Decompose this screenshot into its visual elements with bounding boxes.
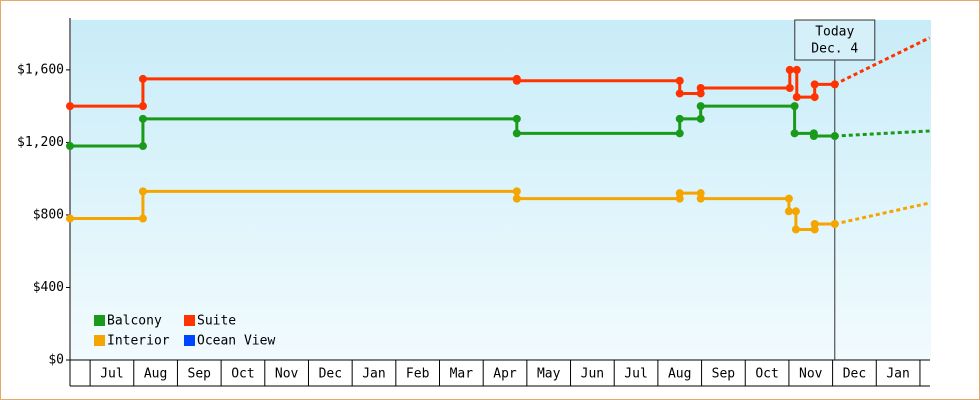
projection-line bbox=[834, 36, 931, 86]
point bbox=[138, 74, 147, 83]
point bbox=[792, 93, 801, 102]
point bbox=[138, 187, 147, 196]
legend-swatch bbox=[184, 335, 195, 346]
x-tick-label: Dec bbox=[843, 367, 866, 382]
x-tick-label: Jan bbox=[886, 367, 909, 382]
point bbox=[791, 225, 800, 234]
point bbox=[675, 76, 684, 85]
legend-swatch bbox=[94, 335, 105, 346]
point bbox=[696, 84, 705, 92]
today-label: Today bbox=[815, 25, 854, 40]
x-tick-label: Jul bbox=[100, 367, 123, 382]
point bbox=[66, 214, 74, 223]
point bbox=[790, 129, 799, 138]
point bbox=[138, 102, 147, 111]
x-tick-label: Oct bbox=[231, 367, 254, 382]
point bbox=[784, 194, 793, 203]
x-tick-label: Feb bbox=[406, 367, 430, 382]
point bbox=[810, 80, 819, 89]
today-box bbox=[794, 19, 876, 61]
point bbox=[696, 114, 705, 123]
legend-swatch bbox=[94, 315, 105, 326]
point bbox=[785, 65, 794, 74]
x-tick-label: Sep bbox=[188, 367, 212, 382]
point bbox=[512, 114, 521, 123]
x-tick-label: Dec bbox=[319, 367, 342, 382]
point bbox=[784, 207, 793, 216]
x-tick-label: Apr bbox=[493, 367, 517, 382]
point bbox=[810, 93, 819, 102]
point bbox=[512, 76, 521, 85]
point bbox=[809, 132, 818, 141]
legend-label: Interior bbox=[107, 334, 170, 349]
point bbox=[675, 89, 684, 98]
legend-label: Balcony bbox=[107, 314, 162, 329]
point bbox=[830, 220, 839, 228]
legend-label: Suite bbox=[197, 314, 236, 329]
point bbox=[512, 187, 521, 196]
projection-line bbox=[834, 129, 930, 138]
legend-label: Ocean View bbox=[197, 334, 275, 349]
point bbox=[138, 114, 147, 123]
point bbox=[675, 129, 684, 138]
x-tick-label: Aug bbox=[668, 367, 691, 382]
x-tick-label: Jun bbox=[581, 367, 604, 382]
point bbox=[675, 114, 684, 123]
point bbox=[696, 194, 705, 203]
point bbox=[785, 84, 794, 92]
y-tick-label: $400 bbox=[33, 280, 64, 295]
x-tick-label: May bbox=[537, 367, 561, 382]
y-tick-label: $0 bbox=[48, 353, 64, 368]
y-tick-label: $1,200 bbox=[17, 135, 64, 150]
y-tick-label: $1,600 bbox=[17, 62, 64, 77]
legend-swatch bbox=[184, 315, 195, 326]
point bbox=[830, 132, 839, 141]
x-tick-label: Aug bbox=[144, 367, 167, 382]
point bbox=[810, 220, 819, 228]
y-tick-label: $800 bbox=[33, 207, 64, 222]
point bbox=[512, 194, 521, 203]
point bbox=[66, 102, 74, 111]
point bbox=[138, 142, 147, 151]
projection-line bbox=[834, 201, 930, 226]
point bbox=[675, 189, 684, 198]
x-tick-label: Nov bbox=[799, 367, 823, 382]
x-tick-label: Nov bbox=[275, 367, 299, 382]
point bbox=[138, 214, 147, 223]
point bbox=[791, 207, 800, 216]
today-label: Dec. 4 bbox=[811, 42, 858, 57]
point bbox=[696, 102, 705, 111]
point bbox=[512, 129, 521, 138]
point bbox=[792, 65, 801, 74]
x-tick-label: Oct bbox=[755, 367, 778, 382]
point bbox=[790, 102, 799, 111]
x-tick-label: Mar bbox=[450, 367, 474, 382]
x-tick-label: Jan bbox=[362, 367, 385, 382]
point bbox=[830, 80, 839, 89]
x-tick-label: Jul bbox=[624, 367, 647, 382]
point bbox=[66, 142, 74, 151]
x-tick-label: Sep bbox=[712, 367, 736, 382]
